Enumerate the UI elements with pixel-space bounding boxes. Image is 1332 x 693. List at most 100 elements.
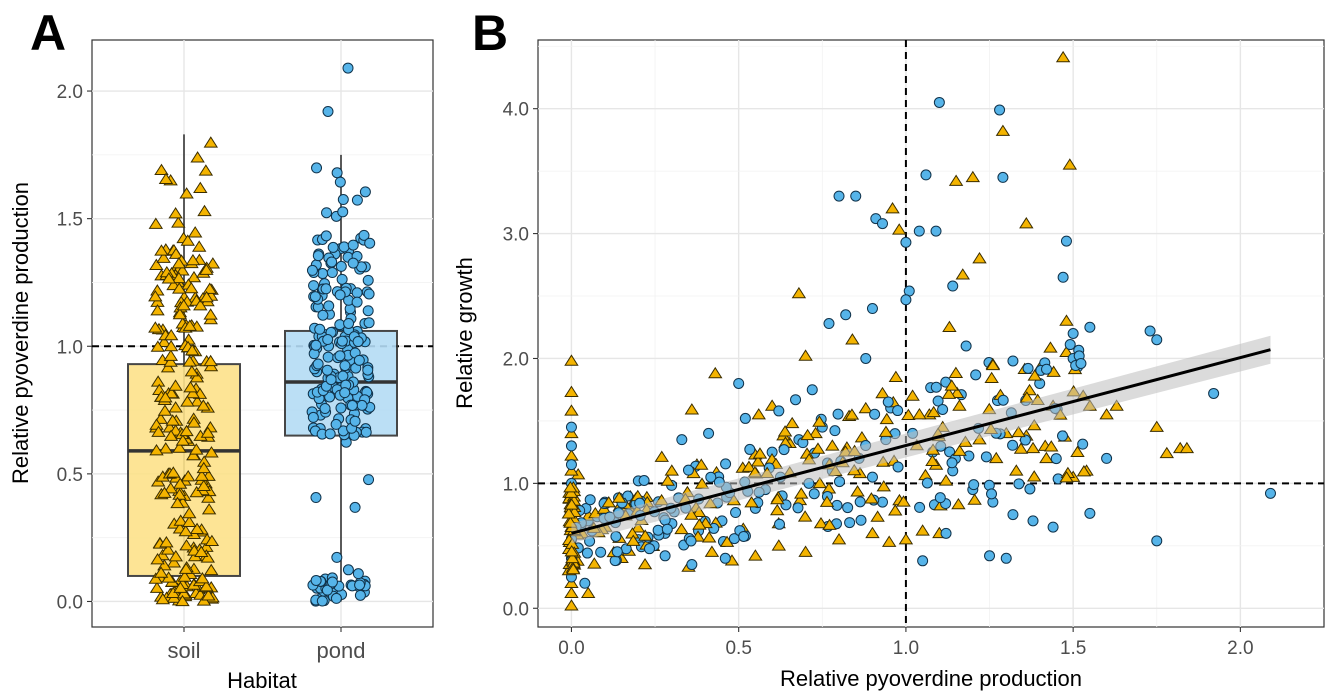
panel-a-point-pond <box>307 411 319 423</box>
panel-b-fit-ci <box>571 335 1271 544</box>
panel-b-point-soil <box>955 268 970 280</box>
panel-b-y-tick-label: 0.0 <box>503 599 529 620</box>
panel-a-point-pond <box>334 289 346 301</box>
panel-b-x-tick-label: 1.5 <box>1060 638 1086 659</box>
panel-a-point-soil <box>171 271 187 284</box>
panel-b-point-soil <box>844 408 860 420</box>
panel-b-point-pond <box>877 218 889 230</box>
panel-b-point-pond <box>1041 363 1053 375</box>
panel-a-point-pond <box>306 264 318 276</box>
panel-a-point-soil <box>159 535 174 548</box>
panel-a-point-pond <box>310 492 322 504</box>
panel-a-point-soil <box>168 379 183 391</box>
panel-a-point-pond <box>336 335 348 347</box>
panel-b-point-soil <box>965 170 981 183</box>
panel-a-point-soil <box>189 485 204 498</box>
panel-b-point-soil <box>858 401 873 414</box>
panel-b-point-pond <box>1077 438 1089 450</box>
box-soil <box>127 363 241 577</box>
panel-a-point-soil <box>179 187 194 199</box>
panel-a-point-pond <box>347 257 359 269</box>
panel-a-point-soil <box>160 361 176 373</box>
panel-a-point-soil <box>204 534 220 547</box>
panel-b-point-pond <box>946 457 958 469</box>
panel-b-point-soil <box>1019 216 1034 229</box>
panel-a: A 0.0 0.5 1.0 1.5 2.0 soil pond Habitat Relat… <box>8 5 434 693</box>
panel-a-tag: A <box>30 5 66 61</box>
panel-a-point-soil <box>150 340 166 352</box>
panel-a-point-soil <box>165 414 180 426</box>
panel-b-point-soil <box>741 460 757 472</box>
panel-b-point-soil <box>664 464 679 476</box>
panel-a-point-pond <box>351 287 363 299</box>
panel-b-point-pond <box>1007 355 1019 367</box>
panel-b-point-soil <box>1027 470 1042 482</box>
panel-a-point-pond <box>351 296 363 308</box>
panel-a-point-soil <box>179 424 194 437</box>
panel-b-point-soil <box>704 545 720 557</box>
panel-b-point-soil <box>684 403 700 415</box>
panel-b-point-pond <box>913 225 925 237</box>
panel-b-point-pond <box>984 550 996 562</box>
panel-a-point-pond <box>334 176 346 188</box>
panel-a-point-pond <box>321 364 333 376</box>
panel-a-point-soil <box>172 307 188 320</box>
panel-a-point-soil <box>168 401 183 413</box>
panel-b-point-soil <box>870 510 885 522</box>
panel-b-point-pond <box>930 225 942 237</box>
panel-b-point-soil <box>926 405 941 418</box>
panel-b-point-soil <box>995 124 1011 136</box>
panel-a-point-soil <box>150 552 165 565</box>
panel-b-point-pond <box>940 527 952 539</box>
panel-a-point-soil <box>150 304 165 316</box>
panel-a-point-soil <box>178 562 194 574</box>
panel-b-point-soil <box>751 408 766 420</box>
panel-b-point-pond <box>806 384 818 396</box>
panel-b-point-pond <box>730 507 742 519</box>
panel-a-y-tick-label: 1.0 <box>57 337 83 358</box>
panel-b-point-soil <box>791 286 807 299</box>
panel-a-point-soil <box>166 556 182 568</box>
panel-a-point-pond <box>358 229 370 241</box>
panel-b-point-pond <box>968 479 980 491</box>
panel-b-point-soil <box>850 485 865 497</box>
panel-a-point-pond <box>335 402 347 414</box>
panel-b-point-soil <box>1009 464 1024 476</box>
panel-b-point-soil <box>812 415 827 427</box>
panel-b-point-soil <box>771 539 787 551</box>
panel-a-point-pond <box>330 418 342 430</box>
panel-a-point-soil <box>190 395 205 407</box>
panel-b-point-pond <box>565 459 577 471</box>
panel-b-fit-line <box>571 348 1271 535</box>
panel-b-point-soil <box>879 412 895 425</box>
panel-b-point-soil <box>865 526 880 539</box>
panel-b-point-soil <box>752 447 768 459</box>
panel-b-point-pond <box>1084 321 1096 333</box>
panel-b-point-soil <box>951 497 966 510</box>
panel-b-point-pond <box>643 543 655 555</box>
panel-b-point-soil <box>985 358 1001 371</box>
panel-a-point-soil <box>196 479 211 491</box>
panel-b-point-pond <box>581 547 593 559</box>
panel-a-point-soil <box>182 355 197 367</box>
panel-a-point-soil <box>158 172 174 185</box>
panel-a-point-pond <box>324 428 336 440</box>
panel-b-point-pond <box>579 577 591 589</box>
panel-b-point-soil <box>831 532 847 545</box>
panel-b-point-pond <box>584 494 596 506</box>
panel-b-point-soil <box>564 385 579 397</box>
panel-a-point-soil <box>177 570 192 582</box>
panel-a-point-soil <box>157 486 172 498</box>
panel-a-point-pond <box>362 305 374 317</box>
panel-b-point-soil <box>770 492 785 505</box>
panel-a-point-soil <box>166 466 181 478</box>
panel-a-point-soil <box>156 335 172 348</box>
panel-a-point-pond <box>335 260 347 272</box>
panel-b-point-pond <box>980 451 992 463</box>
panel-b-y-tick-label: 2.0 <box>503 349 529 370</box>
panel-a-point-soil <box>194 545 209 557</box>
panel-a-point-soil <box>156 251 171 263</box>
panel-b-point-pond <box>739 412 751 424</box>
panel-a-point-soil <box>173 514 188 526</box>
panel-b-point-soil <box>777 425 793 437</box>
